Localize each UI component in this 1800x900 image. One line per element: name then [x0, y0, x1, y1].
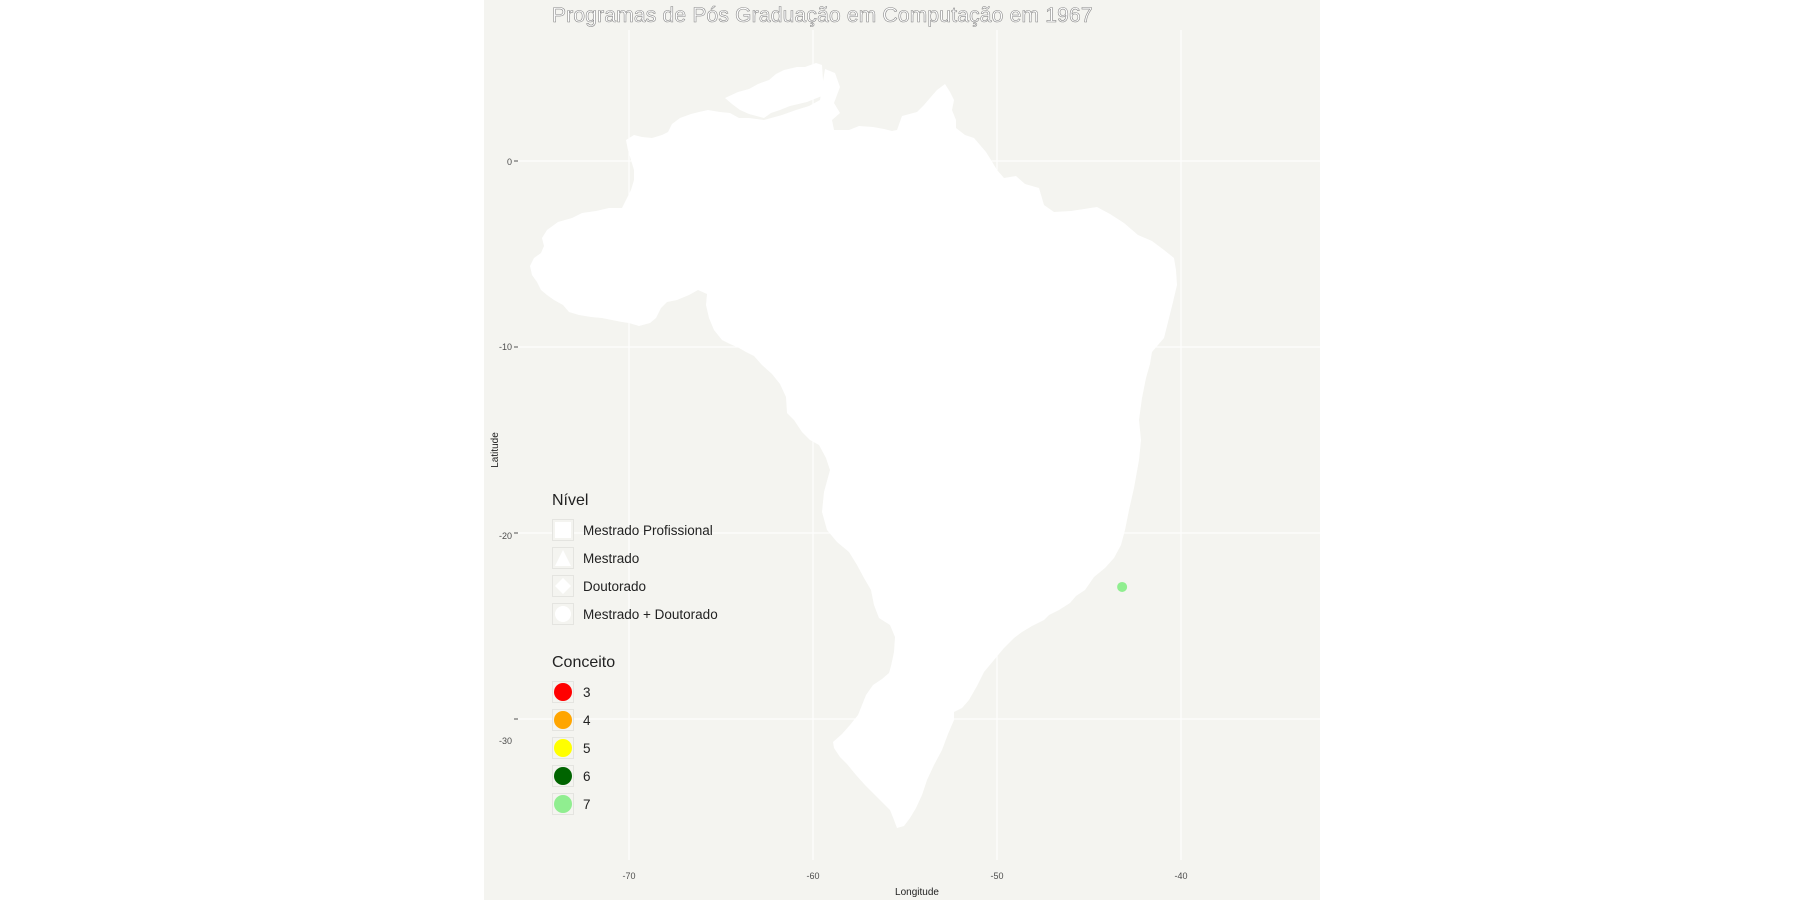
- legend-item-mestrado-doutorado: Mestrado + Doutorado: [552, 600, 718, 628]
- y-axis-ticks: 0 -10 -20 -30: [499, 157, 512, 746]
- x-tick-label: -50: [990, 871, 1003, 881]
- brazil-landmass: [530, 63, 1177, 828]
- triangle-shape-icon: [552, 547, 574, 569]
- legend-item-doutorado: Doutorado: [552, 572, 718, 600]
- legend-item-label: 7: [583, 796, 591, 812]
- x-tick-label: -60: [806, 871, 819, 881]
- circle-shape-icon: [552, 603, 574, 625]
- color-swatch-icon: [552, 793, 574, 815]
- legend-nivel-title: Nível: [552, 492, 589, 509]
- x-tick-label: -70: [622, 871, 635, 881]
- map-figure: Programas de Pós Graduação em Computação…: [484, 0, 1320, 900]
- color-swatch-icon: [552, 765, 574, 787]
- legend-item-label: Doutorado: [583, 578, 647, 594]
- legend-item-conceito-3: 3: [552, 678, 615, 706]
- y-axis-label: Latitude: [490, 432, 501, 468]
- program-point-conceito-7: [1117, 581, 1128, 592]
- legend-item-label: 6: [583, 768, 591, 784]
- color-swatch-icon: [552, 709, 574, 731]
- y-tick-label: 0: [507, 157, 512, 167]
- legend-item-conceito-4: 4: [552, 706, 615, 734]
- legend-item-label: 4: [583, 712, 591, 728]
- legend-conceito-title: Conceito: [552, 654, 616, 671]
- legend-item-label: 3: [583, 684, 591, 700]
- color-swatch-icon: [552, 737, 574, 759]
- legend-item-conceito-7: 7: [552, 790, 615, 818]
- legend-item-mestrado: Mestrado: [552, 544, 718, 572]
- map-plot: 0 -10 -20 -30 -70 -60 -50 -40 Longitude …: [490, 30, 1320, 898]
- program-points: [1117, 581, 1128, 592]
- y-tick-label: -20: [499, 531, 512, 541]
- square-shape-icon: [552, 519, 574, 541]
- legend-nivel: Nível Mestrado Profissional Mestrado Dou…: [552, 492, 718, 628]
- y-tick-label: -10: [499, 342, 512, 352]
- legend-item-label: Mestrado: [583, 550, 640, 566]
- legend-conceito: Conceito 3 4 5 6 7: [552, 654, 615, 818]
- map-title: Programas de Pós Graduação em Computação…: [552, 4, 1093, 28]
- legend-item-conceito-5: 5: [552, 734, 615, 762]
- x-axis-label: Longitude: [895, 887, 939, 898]
- x-tick-label: -40: [1174, 871, 1187, 881]
- color-swatch-icon: [552, 681, 574, 703]
- legend-item-mestrado-profissional: Mestrado Profissional: [552, 516, 718, 544]
- y-tick-label: -30: [499, 736, 512, 746]
- diamond-shape-icon: [552, 575, 574, 597]
- x-axis-ticks: -70 -60 -50 -40: [622, 871, 1187, 881]
- legend-item-label: Mestrado + Doutorado: [583, 606, 718, 622]
- legend-item-label: 5: [583, 740, 591, 756]
- legend-item-conceito-6: 6: [552, 762, 615, 790]
- legend-item-label: Mestrado Profissional: [583, 522, 713, 538]
